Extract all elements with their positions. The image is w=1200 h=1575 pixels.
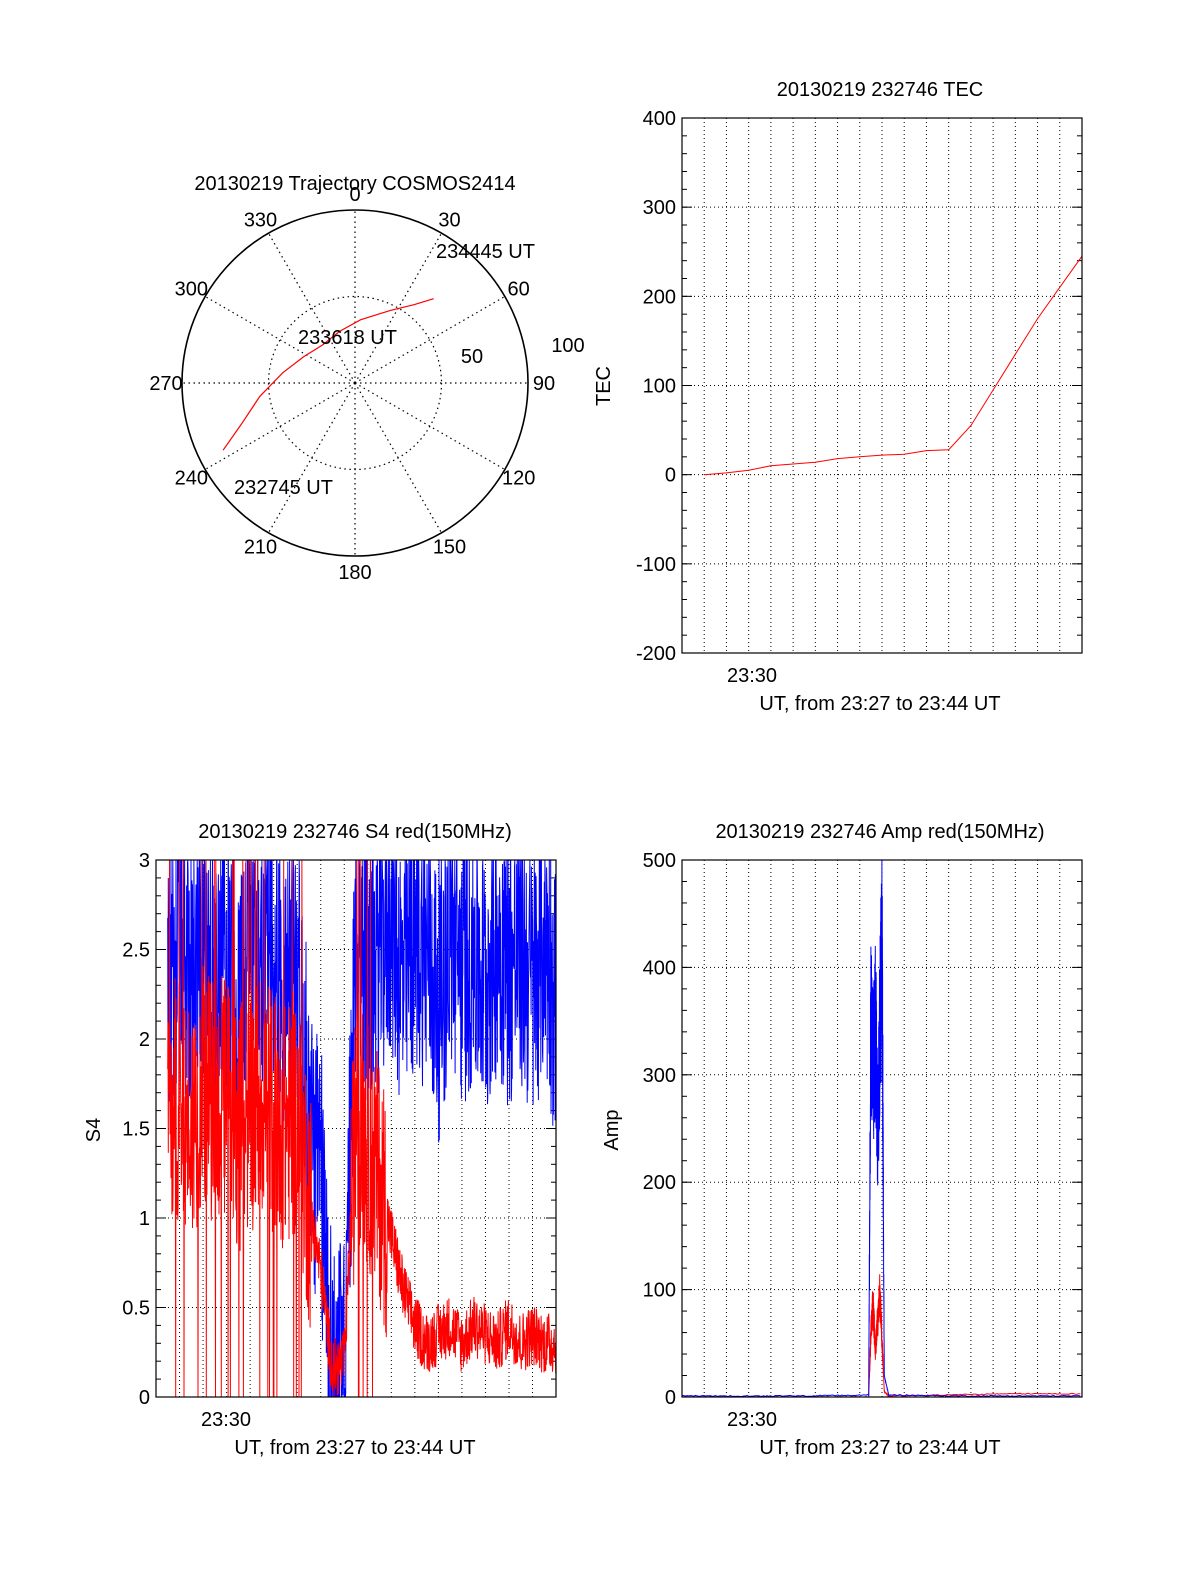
y-tick-label: 2.5	[122, 940, 150, 962]
polar-angle-label: 30	[438, 209, 460, 231]
plot-frame	[155, 859, 557, 1398]
y-tick-label: 400	[643, 108, 676, 130]
y-tick-label: 0	[665, 1387, 676, 1409]
polar-angle-label: 330	[244, 209, 277, 231]
y-tick-label: 200	[643, 1172, 676, 1194]
y-tick-label: 0.5	[122, 1298, 150, 1320]
series-red-line	[167, 859, 557, 1398]
polar-angle-label: 90	[533, 373, 555, 395]
series-blue-line	[681, 859, 1081, 1398]
amp-xtick-label: 23:30	[727, 1409, 777, 1431]
series-red-line	[704, 255, 1083, 476]
polar-angle-label: 60	[508, 279, 530, 301]
amp-title: 20130219 232746 Amp red(150MHz)	[715, 821, 1044, 843]
trajectory-end-label: 234445 UT	[436, 241, 535, 263]
polar-radial-label-100: 100	[551, 335, 584, 357]
polar-spoke	[354, 382, 443, 534]
y-tick-label: 1.5	[122, 1119, 150, 1141]
polar-angle-label: 150	[433, 537, 466, 559]
y-tick-label: -100	[636, 554, 676, 576]
tec-xlabel: UT, from 23:27 to 23:44 UT	[759, 693, 1000, 715]
y-tick-label: 0	[665, 465, 676, 487]
polar-angle-label: 180	[338, 562, 371, 584]
polar-spoke	[204, 382, 356, 471]
polar-angle-label: 120	[502, 468, 535, 490]
y-tick-label: 100	[643, 1280, 676, 1302]
polar-radial-label-50: 50	[461, 346, 483, 368]
polar-outer-ring	[181, 209, 529, 557]
polar-spoke	[267, 232, 356, 384]
polar-title: 20130219 Trajectory COSMOS2414	[194, 173, 515, 195]
y-tick-label: 500	[643, 850, 676, 872]
y-tick-label: 300	[643, 1065, 676, 1087]
polar-angle-labels: 0 30 60 90 120 150 180 210 240 270 300 330	[149, 184, 555, 584]
polar-angle-label: 300	[175, 279, 208, 301]
y-tick-label: 300	[643, 197, 676, 219]
trajectory-mid-label: 233618 UT	[298, 327, 397, 349]
polar-angle-label: 240	[175, 468, 208, 490]
s4-title: 20130219 232746 S4 red(150MHz)	[198, 821, 512, 843]
tec-xtick-label: 23:30	[727, 665, 777, 687]
y-tick-label: 100	[643, 376, 676, 398]
tec-ylabel: TEC	[593, 366, 615, 406]
s4-ylabel: S4	[83, 1118, 105, 1142]
tec-title: 20130219 232746 TEC	[777, 79, 983, 101]
amp-ylabel: Amp	[601, 1109, 623, 1150]
y-tick-label: 2	[139, 1029, 150, 1051]
y-tick-label: 1	[139, 1208, 150, 1230]
plot-frame	[681, 859, 1083, 1398]
amp-plot: 20130219 232746 Amp red(150MHz) Amp 23:3…	[601, 821, 1083, 1459]
series-red-line	[681, 1274, 1081, 1398]
y-tick-label: 3	[139, 850, 150, 872]
polar-angle-label: 270	[149, 373, 182, 395]
polar-spoke	[267, 382, 356, 534]
y-tick-label: 400	[643, 957, 676, 979]
y-tick-label: 200	[643, 286, 676, 308]
plot-frame	[681, 117, 1083, 654]
polar-spoke	[354, 295, 506, 384]
polar-angle-label: 0	[349, 184, 360, 206]
polar-angle-label: 210	[244, 537, 277, 559]
y-tick-label: -200	[636, 643, 676, 665]
tec-plot: 20130219 232746 TEC TEC 23:30 UT, from 2…	[593, 79, 1083, 715]
trajectory-polar-plot: 20130219 Trajectory COSMOS2414 0 30 60 90 12…	[149, 173, 584, 584]
s4-xtick-label: 23:30	[201, 1409, 251, 1431]
trajectory-start-label: 232745 UT	[234, 477, 333, 499]
s4-xlabel: UT, from 23:27 to 23:44 UT	[234, 1437, 475, 1459]
amp-xlabel: UT, from 23:27 to 23:44 UT	[759, 1437, 1000, 1459]
y-tick-label: 0	[139, 1387, 150, 1409]
polar-spoke	[354, 382, 506, 471]
polar-spoke	[204, 295, 356, 384]
trajectory-track	[222, 298, 434, 451]
s4-plot: 20130219 232746 S4 red(150MHz) S4 23:30 …	[83, 821, 557, 1459]
